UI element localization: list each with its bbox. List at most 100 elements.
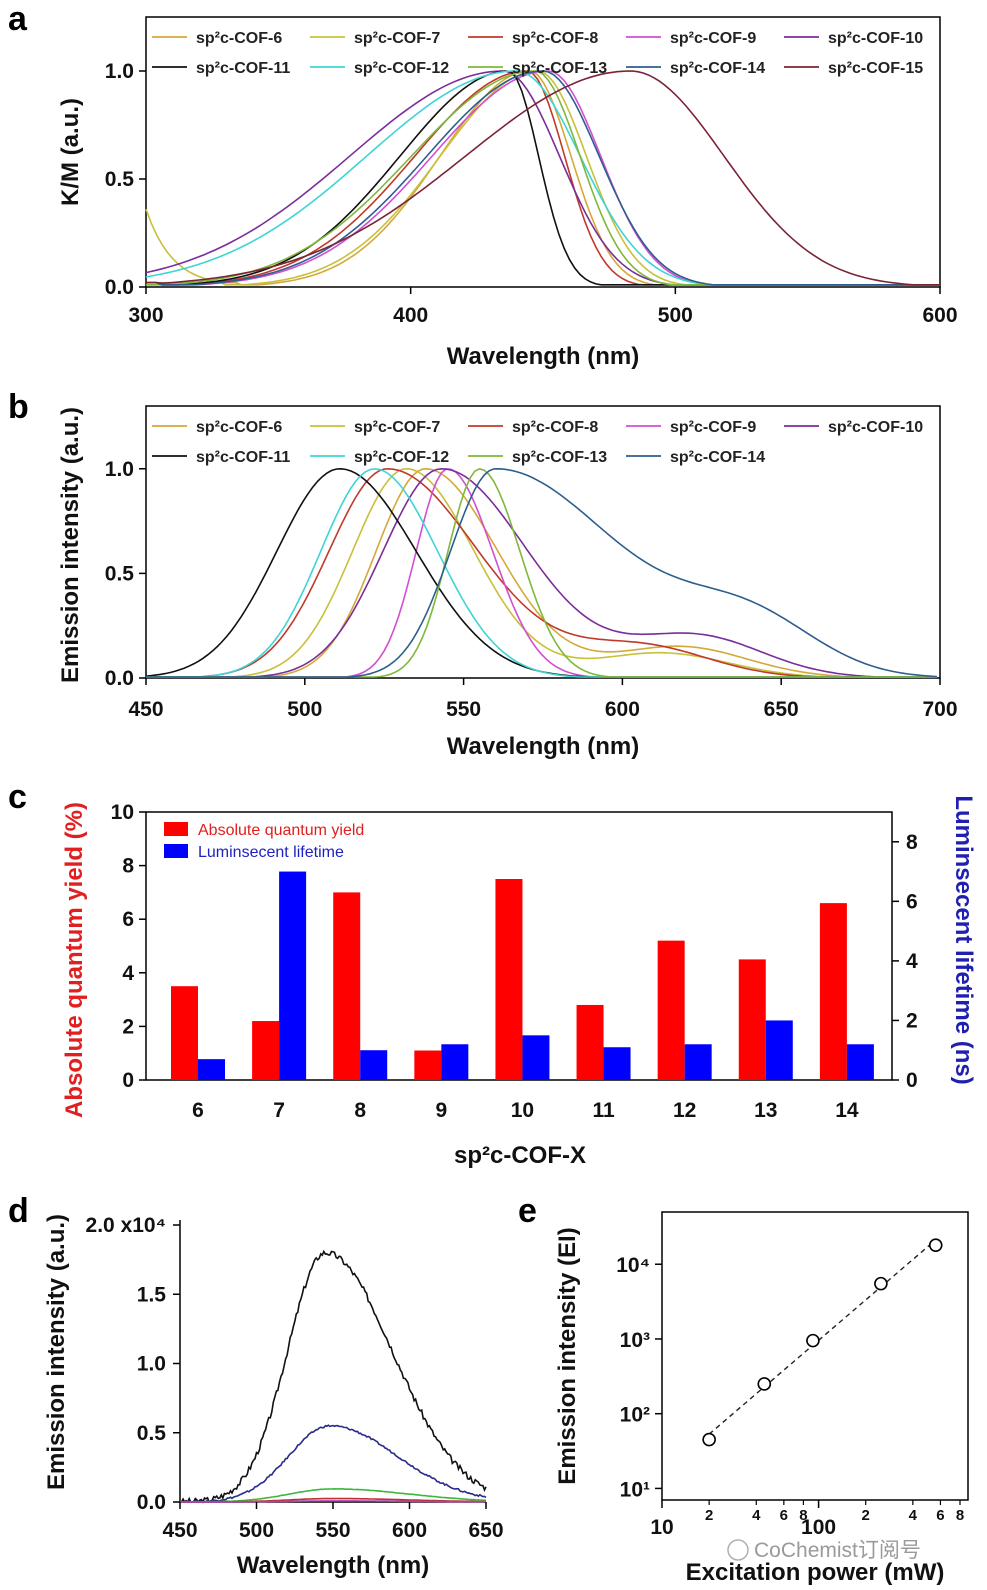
x-minor-tick-label-e: 2 <box>705 1507 713 1524</box>
wechat-icon <box>727 1539 749 1561</box>
y-tick-label-left-c: 0 <box>122 1069 134 1092</box>
x-ticks-a: 300 400 500 600 <box>128 287 958 327</box>
y-axis-label-e: Emission intensity (EI) <box>554 1227 581 1484</box>
y-ticks-right-c: 0 2 4 6 8 <box>892 831 918 1092</box>
y-tick-label-b: 0.5 <box>105 562 135 585</box>
plot-frame-e <box>661 1211 969 1501</box>
y-tick-label-e: 10² <box>620 1404 650 1427</box>
legend-label-a-8: sp²c-COF-8 <box>512 30 598 47</box>
legend-label-a-13: sp²c-COF-13 <box>512 60 607 77</box>
x-axis-label-b: Wavelength (nm) <box>447 733 639 760</box>
data-point-e <box>806 1333 820 1348</box>
x-ticks-b: 450 500 550 600 650 700 <box>128 678 958 721</box>
x-tick-label-b: 550 <box>446 698 481 721</box>
watermark: CoChemist订阅号 <box>727 1539 921 1562</box>
legend-label-b-13: sp²c-COF-13 <box>512 449 607 466</box>
series-line-b-13 <box>146 467 937 678</box>
x-tick-label-b: 650 <box>764 698 799 721</box>
x-tick-label-c: 6 <box>192 1099 204 1122</box>
bar-quantum-yield <box>495 879 523 1080</box>
x-axis-label-c: sp²c-COF-X <box>454 1142 586 1169</box>
x-axis-label-d: Wavelength (nm) <box>237 1552 429 1579</box>
bar-lifetime <box>279 871 307 1080</box>
series-line-d-5 <box>180 1500 487 1503</box>
bar-quantum-yield <box>333 892 361 1080</box>
legend-label-b-9: sp²c-COF-9 <box>670 419 756 436</box>
y-tick-label-e: 10¹ <box>620 1478 650 1501</box>
y-ticks-a: 0.0 0.5 1.0 <box>105 60 146 299</box>
legend-b: sp²c-COF-6 sp²c-COF-7 sp²c-COF-8 sp²c-COF-9… <box>152 419 923 466</box>
y-tick-label-e: 10⁴ <box>616 1254 650 1277</box>
series-line-b-7 <box>146 467 937 678</box>
legend-swatch-c <box>164 822 188 836</box>
x-tick-label-d: 600 <box>392 1519 427 1542</box>
y-tick-label-a: 0.0 <box>105 276 134 299</box>
series-line-b-14 <box>146 467 937 678</box>
panel-d: d 450 500 550 600 650 0.0 0.5 1.0 1.5 2.0 x10⁴ W… <box>8 1192 504 1579</box>
x-tick-label-a: 500 <box>658 304 693 327</box>
legend-label-a-7: sp²c-COF-7 <box>354 30 440 47</box>
legend-swatch-c <box>164 844 188 858</box>
bar-quantum-yield <box>252 1021 280 1080</box>
legend-label-b-11: sp²c-COF-11 <box>196 449 290 466</box>
legend-label-b-12: sp²c-COF-12 <box>354 449 449 466</box>
x-minor-tick-label-e: 6 <box>780 1507 788 1524</box>
x-tick-label-c: 7 <box>273 1099 285 1122</box>
x-tick-label-c: 10 <box>511 1099 534 1122</box>
legend-label-a-15: sp²c-COF-15 <box>828 60 923 77</box>
series-line-b-9 <box>146 468 937 678</box>
x-minor-tick-label-e: 8 <box>956 1507 964 1524</box>
panel-b: b sp²c-COF-6 sp²c-COF-7 sp²c-COF-8 sp²c-COF… <box>8 388 958 760</box>
y-tick-label-e: 10³ <box>620 1329 650 1352</box>
legend-label-a-10: sp²c-COF-10 <box>828 30 923 47</box>
y-tick-label-left-c: 8 <box>122 855 134 878</box>
y-tick-label-left-c: 10 <box>111 801 134 824</box>
x-tick-label-b: 450 <box>128 698 163 721</box>
y-axis-label-right-c: Luminsecent lifetime (ns) <box>950 795 977 1084</box>
bar-lifetime <box>765 1020 793 1080</box>
bar-lifetime <box>846 1044 874 1080</box>
y-tick-label-d: 0.5 <box>137 1422 167 1445</box>
legend-label-c: Absolute quantum yield <box>198 822 364 839</box>
bar-quantum-yield <box>738 959 766 1080</box>
y-tick-label-b: 0.0 <box>105 667 134 690</box>
plot-frame-b <box>145 405 941 679</box>
legend-a: sp²c-COF-6 sp²c-COF-7 sp²c-COF-8 sp²c-COF-9… <box>152 30 923 77</box>
y-tick-label-d: 0.0 <box>137 1491 166 1514</box>
y-ticks-b: 0.0 0.5 1.0 <box>105 458 146 690</box>
series-lines-a <box>145 70 940 286</box>
y-tick-label-right-c: 2 <box>906 1009 918 1032</box>
panel-a: a sp²c-COF-6 sp²c-COF-7 sp²c-COF-8 sp²c-COF… <box>8 0 958 370</box>
x-ticks-d: 450 500 550 600 650 <box>162 1502 504 1542</box>
panel-label-b: b <box>8 388 29 426</box>
x-tick-label-d: 500 <box>239 1519 274 1542</box>
series-line-b-6 <box>146 467 937 678</box>
x-tick-label-c: 11 <box>592 1099 615 1122</box>
x-tick-label-c: 12 <box>673 1099 696 1122</box>
y-ticks-left-c: 0 2 4 6 8 10 <box>111 801 146 1092</box>
y-tick-label-a: 0.5 <box>105 168 135 191</box>
bar-lifetime <box>441 1044 469 1080</box>
legend-label-a-11: sp²c-COF-11 <box>196 60 290 77</box>
x-tick-label-c: 14 <box>835 1099 859 1122</box>
y-ticks-d: 0.0 0.5 1.0 1.5 2.0 x10⁴ <box>86 1214 180 1514</box>
series-line-b-12 <box>146 467 937 678</box>
y-tick-label-d: 1.5 <box>137 1283 167 1306</box>
data-point-e <box>874 1276 888 1291</box>
x-minor-tick-label-e: 6 <box>936 1507 944 1524</box>
series-line-a-11 <box>146 70 940 286</box>
series-line-a-14 <box>146 70 940 286</box>
x-tick-label-d: 550 <box>315 1519 350 1542</box>
y-tick-label-d: 2.0 x10⁴ <box>86 1214 166 1237</box>
bar-quantum-yield <box>819 903 847 1080</box>
x-major-tick-label-e: 10 <box>650 1516 673 1539</box>
legend-label-b-7: sp²c-COF-7 <box>354 419 440 436</box>
bar-lifetime <box>522 1035 550 1080</box>
y-tick-label-right-c: 4 <box>906 950 918 973</box>
y-axis-label-left-c: Absolute quantum yield (%) <box>61 802 88 1118</box>
bars-c <box>171 871 874 1080</box>
x-tick-label-d: 650 <box>468 1519 503 1542</box>
x-minor-tick-label-e: 4 <box>752 1507 761 1524</box>
